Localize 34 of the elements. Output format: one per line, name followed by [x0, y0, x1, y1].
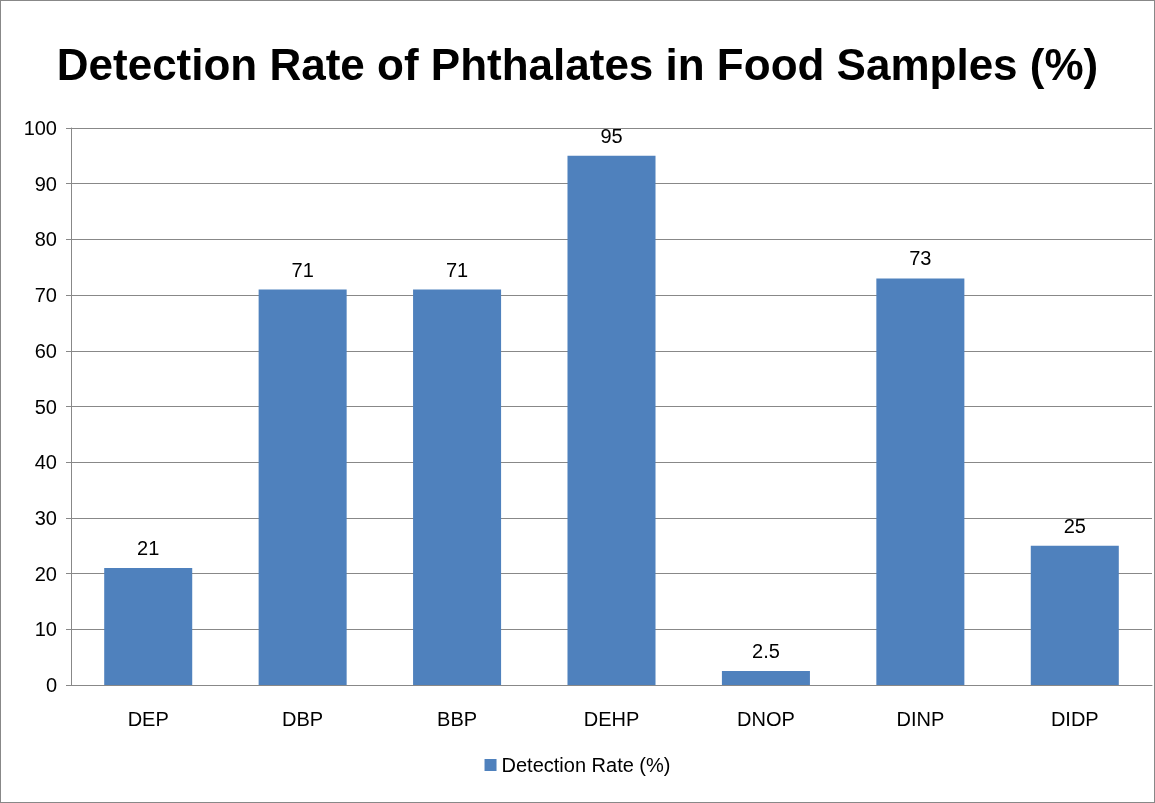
bar	[1030, 545, 1119, 685]
data-label: 73	[909, 247, 932, 270]
data-label: 2.5	[752, 640, 780, 663]
y-tick-label: 40	[34, 451, 57, 474]
legend-label: Detection Rate (%)	[501, 754, 671, 776]
chart-title: Detection Rate of Phthalates in Food Samples (%)	[56, 39, 1099, 89]
data-label: 95	[600, 124, 623, 147]
y-tick-label: 50	[34, 395, 57, 418]
data-label: 25	[1063, 514, 1086, 537]
bar	[258, 289, 347, 685]
data-label: 71	[291, 258, 314, 281]
y-tick-label: 60	[34, 339, 57, 362]
bar	[413, 289, 502, 685]
y-tick-label: 70	[34, 284, 57, 307]
bar	[721, 671, 810, 685]
x-tick-label: DEP	[127, 708, 169, 730]
y-tick-label: 100	[23, 117, 57, 139]
y-tick-label: 0	[45, 674, 57, 696]
y-tick-label: 10	[34, 618, 57, 641]
bar	[567, 155, 656, 685]
x-tick-label: DINP	[896, 708, 945, 730]
y-tick-label: 80	[34, 228, 57, 251]
data-label: 71	[445, 258, 469, 281]
x-tick-label: BBP	[437, 708, 478, 730]
bar	[104, 568, 193, 685]
data-label: 21	[137, 537, 160, 560]
x-tick-label: DNOP	[737, 708, 795, 730]
y-tick-label: 30	[34, 506, 57, 529]
x-tick-label: DEHP	[583, 708, 640, 730]
x-tick-label: DIDP	[1050, 708, 1099, 730]
y-tick-label: 90	[34, 172, 57, 195]
x-tick-label: DBP	[282, 708, 324, 730]
bar	[876, 278, 965, 685]
y-tick-label: 20	[34, 562, 57, 585]
